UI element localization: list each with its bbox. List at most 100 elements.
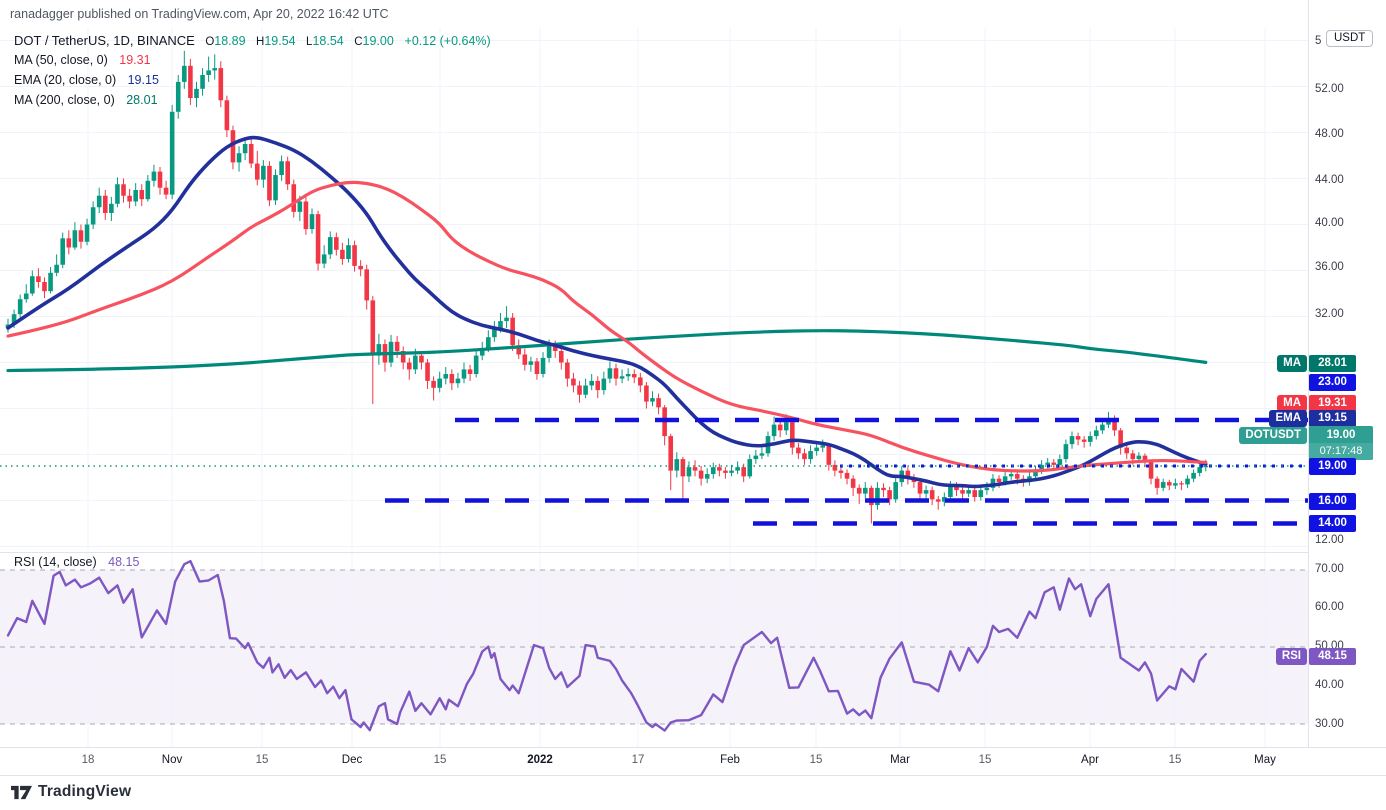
price-axis-label: 12.00 [1315,534,1344,546]
candle-body [151,171,157,181]
candle-body [36,276,41,282]
candle-body [704,474,710,479]
candle-body [42,282,47,292]
time-axis-label: 15 [1168,754,1182,766]
candle-body [248,144,254,164]
rsi-indicator-row[interactable]: RSI (14, close) 48.15 [14,555,139,569]
candle-body [1100,424,1105,431]
level-price-badge: 14.00 [1309,514,1356,532]
candle-body [364,269,370,301]
bar-countdown: 07:17:48 [1309,443,1373,460]
candle-body [905,470,911,479]
candle-body [607,368,613,379]
candle-body [1118,430,1123,448]
candle-body [516,345,522,355]
candle-body [1063,444,1069,460]
price-badge-dotusdt: 19.00 07:17:48 [1309,426,1373,460]
candle-body [200,75,205,89]
candle-body [297,201,303,212]
candle-body [1197,467,1202,473]
candle-body [498,321,503,328]
candle-body [182,65,187,82]
candle-body [1094,430,1099,437]
candle-body [790,422,795,448]
candle-body [625,374,631,377]
candle-body [862,487,868,494]
candle-body [327,237,333,255]
candle-body [802,453,807,460]
candle-body [783,422,789,431]
candle-body [413,355,418,370]
candle-body [741,467,746,477]
pane-divider[interactable] [0,552,1386,553]
candle-body [1112,418,1117,431]
candle-body [133,190,138,202]
candle-body [717,467,722,471]
candle-body [546,346,552,358]
candle-body [370,300,376,356]
candle-body [1008,474,1014,477]
candle-body [577,385,582,395]
candle-body [954,485,959,491]
price-badge-ma: 19.31 [1309,394,1356,412]
tradingview-logo[interactable]: TradingView [11,783,131,801]
candle-body [194,88,199,98]
candle-body [984,487,990,491]
candle-body [230,130,236,163]
chart-canvas[interactable] [0,0,1308,747]
candle-body [644,385,649,402]
candle-body [425,362,430,381]
rsi-value-badge: 48.15 [1309,647,1356,665]
candle-body [23,293,29,300]
candle-body [838,470,844,473]
candle-body [942,497,947,502]
level-price-badge: 16.00 [1309,492,1356,510]
candle-body [303,201,309,230]
candle-body [850,478,856,488]
candle-body [595,380,601,391]
candle-body [273,175,278,201]
axis-separator [1308,0,1309,775]
currency-usdt-button[interactable]: USDT [1326,30,1374,47]
candle-body [723,470,728,473]
candle-body [1081,439,1087,442]
level-price-badge: 19.00 [1309,457,1356,475]
candle-body [832,464,838,471]
candle-body [966,490,971,494]
candle-body [90,207,96,225]
candle-body [1075,436,1081,440]
candle-body [948,485,953,498]
price-badge-ma: 28.01 [1309,354,1356,372]
candle-body [996,478,1002,483]
candle-body [960,490,965,494]
candle-body [619,376,625,379]
candle-body [729,470,734,473]
candle-body [710,467,716,475]
candle-body [175,81,181,112]
candle-body [66,238,72,248]
candle-body [522,354,528,365]
candle-body [17,299,23,315]
candle-body [1039,464,1044,471]
time-axis-label: Feb [720,754,740,766]
rsi-axis-label: 30.00 [1315,718,1344,730]
candle-body [212,68,218,71]
price-axis-label: 36.00 [1315,261,1344,273]
candle-body [145,180,151,200]
candle-body [1160,482,1166,488]
candle-body [224,100,230,131]
candle-body [54,264,59,273]
level-price-badge: 23.00 [1309,373,1356,391]
candle-body [285,161,290,185]
candle-body [1045,462,1050,465]
price-axis[interactable]: 5 USDT 52.00 48.00 44.00 40.00 36.00 32.00 12.00… [1309,0,1386,747]
candle-body [1148,461,1154,479]
rsi-label: RSI (14, close) [14,555,97,569]
candle-body [267,165,272,201]
ema20-line [6,135,1208,489]
candle-body [917,482,923,494]
candle-body [747,459,753,477]
candle-body [583,385,588,395]
price-badge-ema: 19.15 [1309,409,1356,427]
time-axis[interactable]: 18 Nov 15 Dec 15 2022 17 Feb 15 Mar 15 Apr 15 May [0,748,1386,775]
